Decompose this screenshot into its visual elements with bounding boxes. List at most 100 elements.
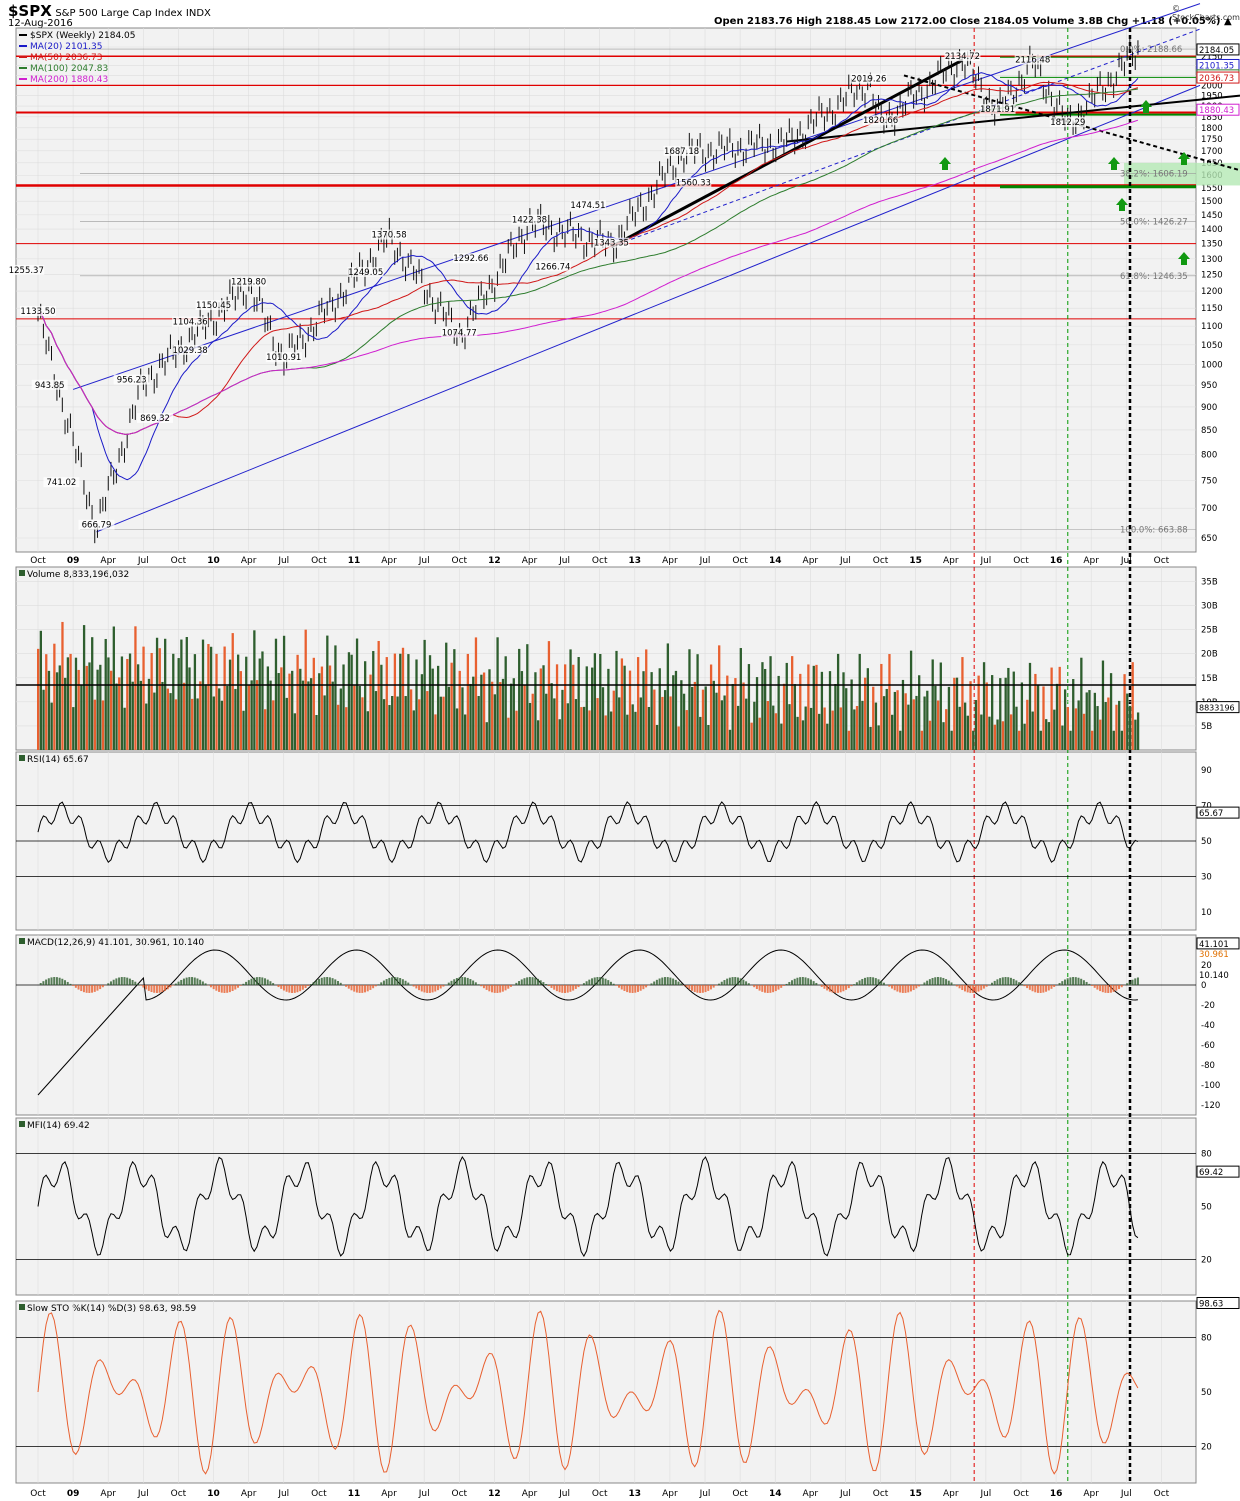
volume-bar — [891, 714, 894, 750]
rsi-line — [37, 800, 1139, 864]
price-tick-label: 850 — [1201, 426, 1217, 436]
volume-bar — [572, 664, 575, 750]
volume-bar — [158, 648, 161, 750]
macd-histogram-bar — [396, 977, 399, 985]
x-tick-label-bottom: Oct — [171, 1489, 187, 1499]
volume-bar — [328, 665, 332, 750]
price-label-bg — [195, 300, 232, 311]
volume-tick-label: 20B — [1201, 650, 1218, 660]
macd-histogram-bar — [728, 977, 731, 985]
price-tick-label: 1800 — [1201, 124, 1223, 134]
volume-bar — [1031, 711, 1034, 750]
volume-bar — [818, 713, 821, 750]
macd-histogram-bar — [980, 985, 983, 991]
macd-histogram-bar — [809, 979, 812, 985]
price-tick-label: 1500 — [1201, 197, 1223, 207]
volume-bar — [566, 703, 570, 750]
macd-histogram-bar — [793, 978, 796, 985]
macd-histogram-bar — [326, 977, 329, 985]
macd-histogram-bar — [693, 985, 696, 992]
volume-bar — [688, 649, 691, 750]
price-label-bg — [1014, 54, 1051, 65]
volume-bar — [642, 671, 645, 750]
volume-bar — [718, 645, 721, 750]
macd-histogram-bar — [158, 985, 161, 993]
macd-histogram-bar — [112, 979, 115, 985]
sto-tick-label: 80 — [1201, 1333, 1212, 1343]
volume-bar — [485, 722, 488, 750]
macd-histogram-bar — [504, 985, 507, 991]
macd-histogram-bar — [945, 979, 948, 985]
volume-bar — [226, 685, 229, 750]
macd-histogram-bar — [585, 981, 588, 985]
macd-histogram-bar — [1074, 977, 1077, 985]
volume-bar — [585, 666, 588, 750]
volume-bar — [293, 713, 297, 750]
volume-bar — [682, 693, 686, 750]
macd-histogram-bar — [458, 977, 461, 985]
macd-histogram-bar — [301, 985, 304, 990]
macd-histogram-bar — [172, 985, 175, 986]
macd-histogram-bar — [309, 984, 312, 985]
macd-histogram-bar — [377, 984, 380, 985]
volume-bar — [972, 730, 975, 750]
volume-bar — [231, 633, 234, 750]
price-tick-label: 750 — [1201, 476, 1217, 486]
volume-bar — [42, 689, 45, 750]
macd-tick-label: -40 — [1201, 1021, 1215, 1031]
volume-bar — [847, 730, 851, 750]
volume-bar — [569, 649, 572, 750]
macd-histogram-bar — [545, 984, 548, 985]
price-label-bg — [979, 104, 1016, 115]
volume-bar — [353, 685, 356, 750]
macd-histogram-bar — [607, 980, 610, 985]
macd-histogram-bar — [455, 978, 458, 985]
volume-bar — [877, 725, 880, 750]
volume-bar — [631, 704, 634, 750]
macd-tick-label: -120 — [1201, 1101, 1220, 1111]
volume-bar — [439, 696, 442, 750]
macd-histogram-bar — [364, 985, 367, 993]
volume-bar — [480, 674, 483, 750]
macd-histogram-bar — [918, 985, 921, 987]
macd-histogram-bar — [155, 985, 158, 993]
price-tick-label: 1950 — [1201, 92, 1223, 102]
volume-bar — [545, 693, 548, 750]
macd-histogram-bar — [904, 985, 907, 993]
volume-bar — [523, 685, 526, 750]
x-tick-label-bottom: 09 — [67, 1489, 80, 1499]
volume-bar — [731, 683, 734, 750]
price-tick-label: 800 — [1201, 450, 1217, 460]
price-tick-label: 1450 — [1201, 211, 1223, 221]
panel-legend: RSI(14) 65.67 — [27, 755, 89, 765]
x-tick-label: Apr — [100, 556, 116, 566]
volume-bar — [501, 678, 505, 750]
volume-bar — [739, 648, 742, 750]
volume-bar — [809, 707, 813, 750]
price-label: 869.32 — [140, 414, 170, 424]
macd-histogram-bar — [926, 980, 929, 985]
volume-bar — [736, 705, 740, 750]
volume-bar — [58, 665, 61, 750]
macd-histogram-bar — [888, 985, 891, 987]
volume-tag-text: 8833196 — [1199, 704, 1235, 713]
legend-swatch — [19, 755, 25, 761]
macd-histogram-bar — [1012, 978, 1015, 985]
volume-bar — [304, 629, 307, 750]
volume-bar — [1026, 699, 1029, 750]
volume-bar — [728, 729, 732, 750]
volume-bar — [1082, 713, 1086, 750]
volume-bar — [199, 681, 202, 750]
description: S&P 500 Large Cap Index — [55, 8, 183, 19]
volume-bar — [1069, 730, 1072, 750]
macd-histogram-bar — [739, 978, 742, 985]
macd-histogram-bar — [715, 985, 718, 986]
volume-bar — [520, 671, 524, 750]
price-label-bg — [675, 177, 712, 188]
volume-bar — [1053, 709, 1056, 750]
volume-bar — [796, 716, 799, 750]
macd-histogram-bar — [650, 983, 653, 985]
macd-histogram-bar — [420, 985, 423, 992]
volume-bar — [218, 688, 221, 750]
macd-histogram-bar — [1128, 981, 1131, 985]
